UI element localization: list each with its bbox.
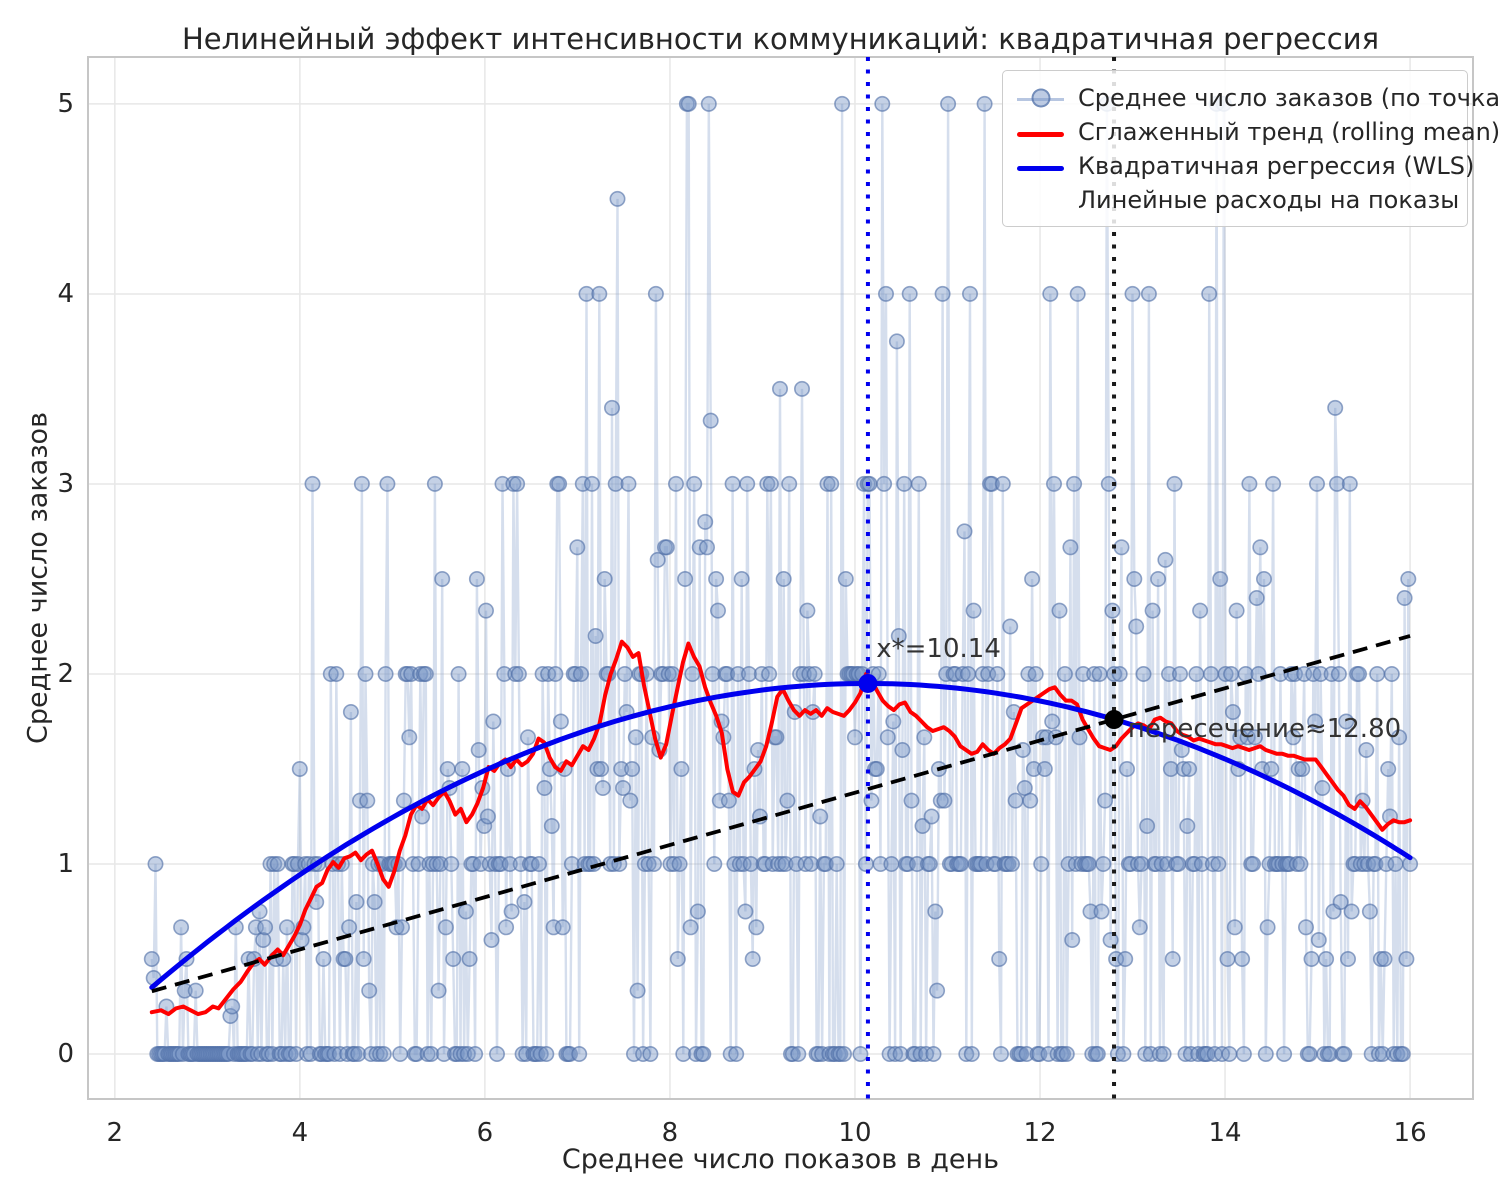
x-tick-label: 6: [476, 1118, 494, 1148]
legend-label: Квадратичная регрессия (WLS): [1078, 151, 1475, 180]
intersection-point: [1104, 710, 1124, 730]
vertex-point: [858, 673, 878, 693]
trend-line-icon: [1017, 123, 1064, 141]
x-tick-label: 2: [106, 1118, 124, 1148]
legend-item-costs: Линейные расходы на показы: [1017, 184, 1459, 215]
x-tick-label: 12: [1023, 1118, 1057, 1148]
legend-label: Сглаженный тренд (rolling mean): [1078, 117, 1500, 146]
x-tick-label: 14: [1208, 1118, 1242, 1148]
x-tick-label: 16: [1393, 1118, 1427, 1148]
y-tick-label: 5: [57, 88, 74, 119]
trend-line: [149, 639, 1413, 1017]
costs-line-icon: [1017, 191, 1064, 209]
regression-line-icon: [1017, 157, 1064, 175]
x-tick-label: 4: [291, 1118, 309, 1148]
y-axis-title: Среднее число заказов: [22, 412, 54, 744]
y-tick-label: 1: [57, 848, 74, 879]
y-tick-label: 3: [57, 468, 74, 499]
legend-item-regression: Квадратичная регрессия (WLS): [1017, 150, 1474, 181]
chart-title: Нелинейный эффект интенсивности коммуник…: [181, 22, 1380, 56]
costs-line: [151, 634, 1411, 994]
scatter-connector-line: [150, 102, 1412, 1056]
vertex-annotation: x*=10.14: [876, 634, 1001, 665]
y-tick-label: 4: [57, 278, 74, 309]
intersection-annotation: пересечение≈12.80: [1127, 714, 1402, 745]
x-axis-title: Среднее число показов в день: [561, 1144, 1000, 1175]
legend-item-trend: Сглаженный тренд (rolling mean): [1017, 116, 1500, 147]
legend-label: Среднее число заказов (по точкам): [1078, 83, 1500, 112]
legend-item-scatter: Среднее число заказов (по точкам): [1017, 82, 1500, 113]
regression-line: [149, 681, 1413, 990]
legend-label: Линейные расходы на показы: [1078, 185, 1460, 214]
x-tick-label: 8: [661, 1118, 679, 1148]
y-tick-label: 0: [57, 1038, 74, 1069]
legend: Среднее число заказов (по точкам) Сглаже…: [1002, 70, 1500, 227]
y-tick-label: 2: [57, 658, 74, 689]
axes-spines: [87, 56, 1474, 1100]
scatter-series-icon: [1017, 88, 1064, 107]
x-tick-label: 10: [838, 1118, 872, 1148]
